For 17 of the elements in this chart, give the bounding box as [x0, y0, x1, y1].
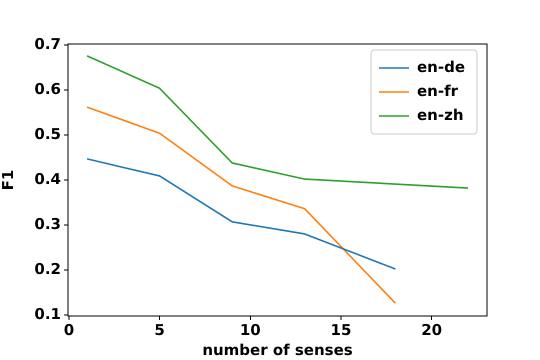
y-axis-title: F1 [0, 170, 17, 190]
x-tick-label: 5 [154, 320, 165, 339]
x-tick-label: 0 [64, 320, 74, 339]
x-axis-title: number of senses [202, 340, 353, 359]
y-tick-label: 0.7 [34, 35, 61, 54]
legend-label: en-zh [417, 106, 464, 124]
y-tick-label: 0.6 [34, 80, 61, 98]
legend-label: en-fr [417, 82, 459, 100]
x-tick-label: 20 [421, 320, 442, 339]
legend-label: en-de [417, 58, 466, 76]
x-tick-label: 15 [330, 320, 352, 339]
x-tick-label: 10 [240, 320, 261, 339]
y-tick-label: 0.3 [34, 214, 61, 233]
y-tick-label: 0.1 [34, 304, 61, 323]
y-tick-label: 0.5 [34, 124, 61, 143]
y-tick-label: 0.2 [34, 260, 61, 278]
y-tick-label: 0.4 [34, 170, 61, 188]
